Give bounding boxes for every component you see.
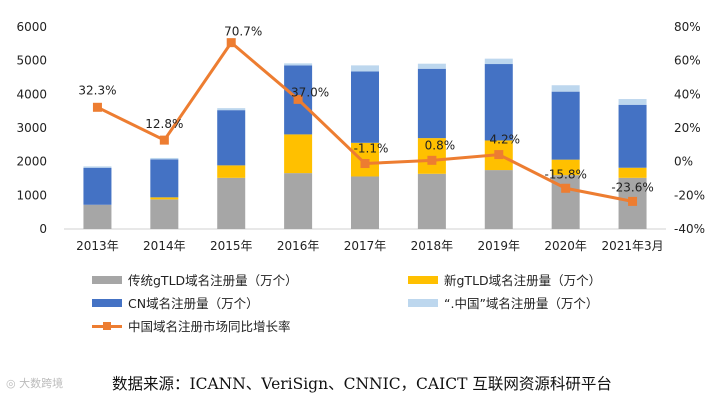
y-left-tick-label: 2000 [16,155,47,169]
bar-segment [150,199,179,229]
bar-segment [217,177,246,229]
y-right-tick-label: 20% [674,121,701,135]
growth-rate-marker [360,159,370,169]
bar-segment [417,68,446,139]
bar-segment [284,134,313,174]
growth-rate-marker [92,102,102,112]
legend-swatch-cn [92,298,122,307]
x-tick-label: 2017年 [344,239,387,253]
bar-segment [284,63,313,66]
growth-rate-marker [494,150,504,160]
bar-segment [618,104,647,168]
y-right-tick-label: 40% [674,87,701,101]
bar-segment [484,170,513,229]
bar-segment [484,58,513,65]
bar-segment [217,108,246,111]
bar-segment [83,167,112,205]
legend: 传统gTLD域名注册量（万个） 新gTLD域名注册量（万个） CN域名注册量（万… [92,268,692,340]
legend-swatch-traditional-gtld [92,275,122,284]
x-tick-label: 2014年 [143,239,186,253]
legend-label-growth-rate: 中国域名注册市场同比增长率 [128,319,291,334]
bar-segment [83,204,112,229]
source-note: 数据来源：ICANN、VeriSign、CNNIC，CAICT 互联网资源科研平… [112,375,612,393]
y-left-tick-label: 5000 [16,54,47,68]
bar-segment [551,91,580,160]
x-tick-label: 2019年 [478,239,521,253]
legend-label-cn: CN域名注册量（万个） [128,296,259,311]
bar-segment [351,65,379,72]
y-left-tick-label: 6000 [16,20,47,34]
bar-segment [417,63,446,69]
growth-rate-marker [427,155,437,165]
legend-label-new-gtld: 新gTLD域名注册量（万个） [444,273,602,288]
legend-label-traditional-gtld: 传统gTLD域名注册量（万个） [128,273,298,288]
x-tick-label: 2018年 [411,239,454,253]
legend-label-zhongguo: “.中国”域名注册量（万个） [444,296,599,311]
growth-rate-data-label: -15.8% [544,167,586,181]
bar-segment [150,159,179,198]
legend-swatch-growth-rate [92,321,122,330]
bar-segment [351,176,379,229]
x-tick-label: 2015年 [210,239,253,253]
legend-item-new-gtld: 新gTLD域名注册量（万个） [408,270,601,289]
legend-swatch-new-gtld [408,275,438,284]
growth-rate-data-label: 4.2% [490,133,521,147]
watermark-text: 大数跨境 [19,377,64,390]
legend-item-cn: CN域名注册量（万个） [92,293,259,312]
bar-segment [150,197,179,200]
growth-rate-data-label: 32.3% [78,83,116,97]
growth-rate-data-label: 70.7% [224,25,262,39]
bar-segment [618,167,647,178]
y-right-tick-label: -20% [674,188,705,202]
legend-item-zhongguo: “.中国”域名注册量（万个） [408,293,598,312]
x-tick-label: 2020年 [544,239,587,253]
watermark-logo: ◎ 大数跨境 [6,375,63,391]
y-left-tick-label: 3000 [16,121,47,135]
growth-rate-marker [226,38,236,48]
growth-rate-data-label: 37.0% [291,85,329,99]
growth-rate-data-label: -1.1% [354,142,389,156]
legend-item-growth-rate: 中国域名注册市场同比增长率 [92,316,291,335]
y-right-tick-label: 80% [674,20,701,34]
bar-segment [351,71,379,143]
growth-rate-data-label: -23.6% [611,180,653,194]
bar-segment [551,159,580,176]
y-left-tick-label: 4000 [16,87,47,101]
bar-segment [417,173,446,229]
legend-item-traditional-gtld: 传统gTLD域名注册量（万个） [92,270,298,289]
growth-rate-data-label: 12.8% [145,117,183,131]
growth-rate-marker [159,135,169,145]
legend-swatch-zhongguo [408,298,438,307]
bar-segment [150,157,179,160]
growth-rate-marker [561,183,571,193]
y-right-tick-label: 0% [674,155,693,169]
bar-segment [217,165,246,178]
x-tick-label: 2013年 [76,239,119,253]
watermark-icon: ◎ [6,377,16,390]
bar-segment [618,99,647,105]
chart: 0 1000 2000 3000 4000 5000 6000 -40% -20% 0% 20% 40… [16,20,705,253]
x-tick-label: 2021年3月 [601,239,663,253]
bar-segment [217,110,246,166]
x-tick-label: 2016年 [277,239,320,253]
y-left-tick-label: 1000 [16,188,47,202]
growth-rate-marker [293,94,303,104]
growth-rate-data-label: 0.8% [425,138,456,152]
bar-segment [284,173,313,229]
growth-rate-marker [628,196,638,206]
bar-segment [83,166,112,168]
y-left-tick-label: 0 [39,222,47,236]
y-right-tick-label: 60% [674,54,701,68]
bar-segment [551,85,580,92]
y-right-tick-label: -40% [674,222,705,236]
bar-segment [484,64,513,141]
